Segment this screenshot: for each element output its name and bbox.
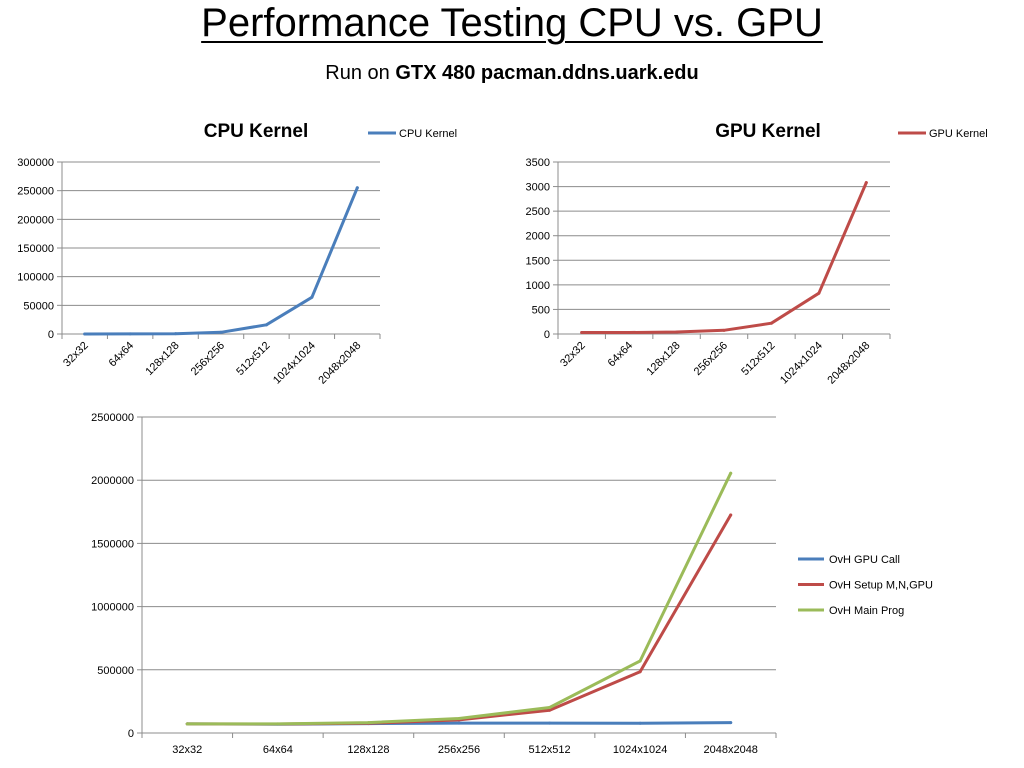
x-tick-label: 512x512 (739, 340, 777, 378)
data-point (729, 721, 733, 725)
x-tick-label: 512x512 (234, 340, 272, 378)
data-point (174, 332, 178, 336)
data-point (457, 721, 461, 725)
data-point (310, 295, 314, 299)
x-tick-label: 2048x2048 (316, 340, 363, 387)
y-tick-label: 0 (544, 329, 550, 341)
chart-title: CPU Kernel (204, 121, 309, 142)
x-tick-label: 32x32 (172, 744, 202, 756)
chart-2: 0 500000 1000000 1500000 2000000 2500000 32x32… (91, 412, 933, 756)
series-line (185, 471, 733, 726)
data-point (548, 705, 552, 709)
chart-title: GPU Kernel (715, 121, 821, 142)
x-tick-label: 256x256 (692, 340, 730, 378)
x-tick-label: 32x32 (558, 340, 588, 370)
data-point (366, 721, 370, 725)
data-point (638, 659, 642, 663)
x-tick-label: 1024x1024 (613, 744, 667, 756)
data-point (548, 721, 552, 725)
data-point (638, 670, 642, 674)
legend-label: OvH GPU Call (829, 554, 900, 566)
x-tick-label: 64x64 (263, 744, 293, 756)
x-tick-label: 256x256 (189, 340, 227, 378)
chart-1: 0 500 1000 1500 2000 2500 3000 3500 32x32 64x64 12… (526, 121, 988, 387)
legend-label: OvH Setup M,N,GPU (829, 580, 933, 592)
data-point (276, 722, 280, 726)
data-point (128, 332, 132, 336)
legend-label: GPU Kernel (929, 128, 988, 140)
x-tick-label: 128x128 (347, 744, 389, 756)
x-tick-label: 64x64 (606, 340, 636, 370)
y-tick-label: 500 (532, 304, 550, 316)
y-tick-label: 500000 (97, 665, 134, 677)
y-tick-label: 2000 (526, 231, 550, 243)
y-tick-label: 1500000 (91, 538, 134, 550)
data-point (675, 330, 679, 334)
data-point (817, 291, 821, 295)
x-tick-label: 128x128 (143, 340, 181, 378)
x-tick-label: 32x32 (61, 340, 91, 370)
y-tick-label: 2000000 (91, 475, 134, 487)
x-tick-label: 512x512 (528, 744, 570, 756)
y-tick-label: 150000 (17, 243, 54, 255)
slide-title: Performance Testing CPU vs. GPU (201, 1, 823, 45)
y-tick-label: 0 (48, 329, 54, 341)
data-point (457, 716, 461, 720)
series-line (83, 186, 359, 336)
data-point (83, 332, 87, 336)
data-point (864, 181, 868, 185)
data-point (355, 186, 359, 190)
subtitle-prefix: Run on (325, 62, 390, 84)
subtitle-bold: GTX 480 pacman.ddns.uark.edu (395, 62, 699, 84)
legend-label: OvH Main Prog (829, 605, 904, 617)
chart-0: 0 50000 100000 150000 200000 250000 300000 32x3… (17, 121, 457, 387)
data-point (548, 708, 552, 712)
x-tick-label: 2048x2048 (703, 744, 757, 756)
y-tick-label: 1000 (526, 280, 550, 292)
data-point (264, 323, 268, 327)
x-tick-label: 256x256 (438, 744, 480, 756)
legend-label: CPU Kernel (399, 128, 457, 140)
data-point (769, 321, 773, 325)
slide-subtitle: Run on GTX 480 pacman.ddns.uark.edu (0, 60, 1024, 86)
series-line (185, 513, 733, 726)
y-tick-label: 250000 (17, 186, 54, 198)
data-point (722, 328, 726, 332)
y-tick-label: 50000 (23, 300, 54, 312)
y-tick-label: 1500 (526, 255, 550, 267)
x-tick-label: 1024x1024 (778, 340, 825, 387)
data-point (627, 331, 631, 335)
y-tick-label: 1000000 (91, 602, 134, 614)
y-tick-label: 100000 (17, 272, 54, 284)
x-tick-label: 2048x2048 (825, 340, 872, 387)
y-tick-label: 200000 (17, 214, 54, 226)
y-tick-label: 2500000 (91, 412, 134, 424)
series-line (580, 181, 868, 334)
x-tick-label: 1024x1024 (271, 340, 318, 387)
x-tick-label: 64x64 (107, 340, 137, 370)
y-tick-label: 3500 (526, 157, 550, 169)
data-point (729, 471, 733, 475)
data-point (729, 513, 733, 517)
data-point (219, 330, 223, 334)
y-tick-label: 300000 (17, 157, 54, 169)
x-tick-label: 128x128 (644, 340, 682, 378)
data-point (580, 331, 584, 335)
data-point (185, 722, 189, 726)
data-point (638, 721, 642, 725)
y-tick-label: 2500 (526, 206, 550, 218)
y-tick-label: 0 (128, 728, 134, 740)
y-tick-label: 3000 (526, 182, 550, 194)
